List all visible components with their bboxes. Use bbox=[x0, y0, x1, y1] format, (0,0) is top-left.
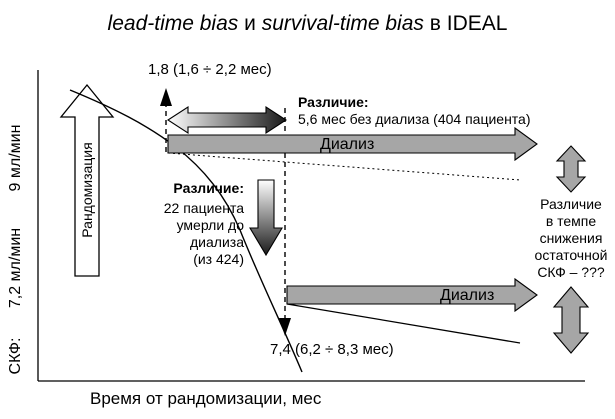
rate-line3: снижения bbox=[540, 230, 603, 246]
dialysis-label-upper: Диализ bbox=[320, 136, 374, 153]
late-marker-arrowhead bbox=[279, 318, 291, 336]
death-down-arrow bbox=[249, 179, 283, 257]
rate-double-arrow-large bbox=[552, 286, 590, 354]
title-tail: в IDEAL bbox=[423, 12, 508, 35]
diff2-line1: 22 пациента bbox=[164, 200, 244, 216]
rate-line1: Различие bbox=[540, 196, 602, 212]
dialysis-arrow-upper bbox=[167, 126, 538, 162]
rate-line5: СКФ – ??? bbox=[537, 264, 605, 280]
early-time-label: 1,8 (1,6 ÷ 2,2 мес) bbox=[148, 61, 272, 78]
early-marker-arrowhead bbox=[160, 88, 172, 106]
diff2-line2: умерли до bbox=[177, 217, 245, 233]
diff2-line4: (из 424) bbox=[193, 251, 244, 267]
rate-line4: остаточной bbox=[535, 247, 608, 263]
y-axis-label-ckf: СКФ: bbox=[7, 338, 24, 375]
dialysis-arrow-lower bbox=[286, 277, 538, 313]
rate-double-arrow-small bbox=[555, 145, 587, 193]
rate-line2: в темпе bbox=[546, 213, 597, 229]
upper-decline-line bbox=[167, 152, 521, 181]
decline-curve bbox=[69, 89, 303, 373]
dialysis-label-lower: Диализ bbox=[440, 287, 494, 304]
slide-title: lead-time bias и survival-time bias в ID… bbox=[0, 12, 615, 36]
randomization-label: Рандомизация bbox=[79, 142, 95, 237]
lower-decline-line bbox=[286, 303, 521, 344]
late-time-label: 7,4 (6,2 ÷ 8,3 мес) bbox=[270, 341, 394, 358]
diff1-title: Различие: bbox=[298, 94, 369, 110]
title-survival-time: survival-time bias bbox=[261, 12, 424, 35]
lead-time-double-arrow bbox=[166, 105, 288, 135]
y-axis-label-7-2: 7,2 мл/мин bbox=[7, 228, 24, 308]
title-connector: и bbox=[238, 12, 262, 35]
diff1-text: 5,6 мес без диализа (404 пациента) bbox=[298, 111, 531, 127]
y-axis-label-9: 9 мл/мин bbox=[7, 125, 24, 192]
randomization-arrow bbox=[59, 83, 115, 277]
title-lead-time: lead-time bias bbox=[107, 12, 239, 35]
diff2-line3: диализа bbox=[190, 234, 244, 250]
diff2-title: Различие: bbox=[173, 180, 244, 196]
x-axis-label: Время от рандомизации, мес bbox=[90, 389, 322, 408]
